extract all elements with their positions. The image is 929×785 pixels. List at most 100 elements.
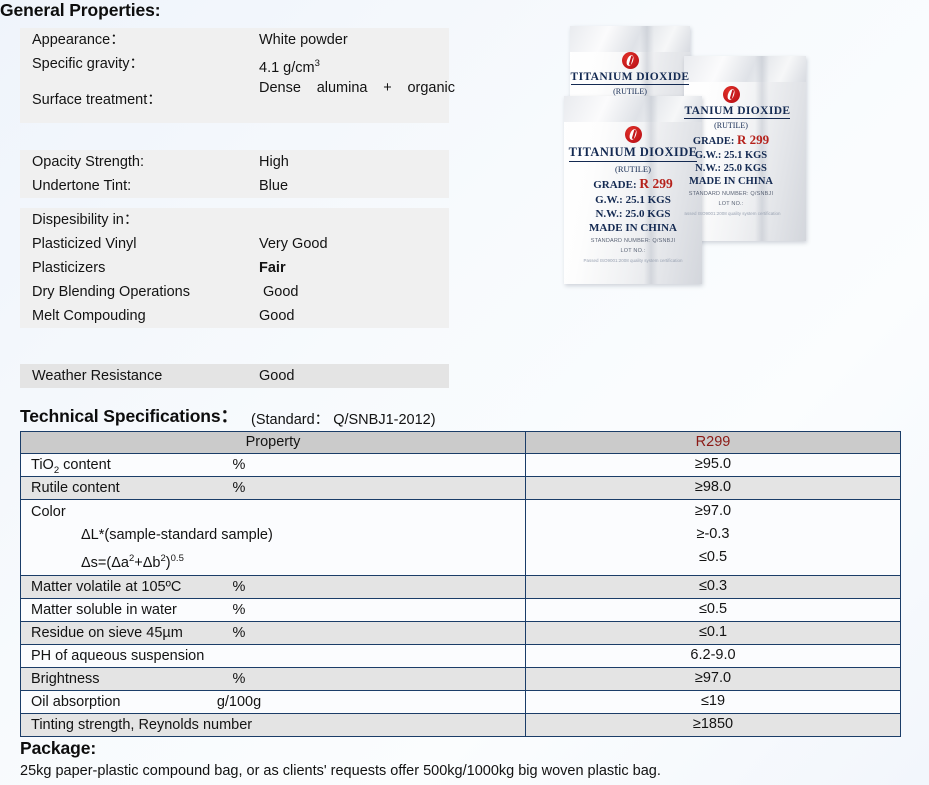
property-value-exponent: 3	[314, 58, 320, 69]
package-text: 25kg paper-plastic compound bag, or as c…	[20, 763, 661, 779]
tech-spec-table: Property R299 TiO2 content % ≥95.0 Rutil…	[20, 431, 901, 737]
bag-origin: MADE IN CHINA	[689, 176, 773, 187]
bag-standard-number: STANDARD NUMBER: Q/SNBJI	[590, 238, 676, 244]
bag-subtitle: (RUTILE)	[714, 121, 748, 130]
spec-property-name: Tinting strength, Reynolds number	[31, 716, 253, 733]
spec-value-cell: ≤19	[525, 689, 901, 714]
property-value: Blue	[259, 178, 289, 194]
property-value: Good	[259, 308, 295, 324]
spec-property-name: Brightness	[31, 670, 100, 687]
spec-value-cell: ≥98.0	[525, 476, 901, 500]
spec-property-name: Matter soluble in water	[31, 601, 177, 618]
table-header-row: Property R299	[20, 431, 901, 454]
spec-value-cell: ≥95.0	[525, 453, 901, 477]
value-word: alumina	[316, 80, 368, 96]
spec-property-cell: PH of aqueous suspension	[20, 643, 526, 668]
table-row: Residue on sieve 45µm % ≤0.1	[20, 620, 901, 645]
product-photo: TITANIUM DIOXIDE (RUTILE) TITANIUM DIOXI…	[556, 8, 814, 284]
spec-property-cell: Oil absorption g/100g	[20, 689, 526, 714]
property-value: Good	[263, 284, 299, 300]
property-value: Good	[259, 368, 295, 384]
bag-label: TITANIUM DIOXIDE (RUTILE) GRADE: R 299 G…	[564, 126, 702, 263]
spec-value-cell: 6.2-9.0	[525, 643, 901, 668]
spec-property-cell: Color ΔL*(sample-standard sample) Δs=(Δa…	[20, 499, 526, 576]
table-row: Brightness % ≥97.0	[20, 666, 901, 691]
property-value: Fair	[259, 260, 286, 276]
table-row: Color ΔL*(sample-standard sample) Δs=(Δa…	[20, 499, 901, 576]
column-header-r299: R299	[525, 431, 901, 454]
property-label: Specific gravity：	[32, 56, 145, 72]
table-row: Tinting strength, Reynolds number ≥1850	[20, 712, 901, 737]
spec-property-cell: Matter volatile at 105ºC %	[20, 574, 526, 599]
property-value: High	[259, 154, 289, 170]
spec-property-name: TiO2 content	[31, 457, 111, 476]
spec-value-cell: ≤0.1	[525, 620, 901, 645]
spec-property-unit: %	[232, 601, 246, 618]
property-row: Plasticized Vinyl Very Good	[20, 232, 449, 256]
table-row: TiO2 content % ≥95.0	[20, 453, 901, 477]
brand-logo-icon	[624, 126, 642, 143]
bag-label: TITANIUM DIOXIDE (RUTILE)	[570, 52, 690, 96]
property-label: Appearance：	[32, 32, 125, 48]
spec-property-cell: Tinting strength, Reynolds number	[20, 712, 526, 737]
bag-subtitle: (RUTILE)	[615, 164, 651, 174]
spec-property-name: Residue on sieve 45µm	[31, 624, 183, 641]
spec-property-name: PH of aqueous suspension	[31, 647, 205, 664]
bag-lot-number: LOT NO.:	[620, 248, 646, 254]
bag-net-weight: N.W.: 25.0 KGS	[595, 208, 671, 220]
property-row: Melt Compouding Good	[20, 304, 449, 328]
property-label: Plasticized Vinyl	[32, 236, 137, 252]
product-bag-back-right: TITANIUM DIOXIDE (RUTILE) GRADE: R 299 G…	[684, 56, 806, 241]
general-properties-group-3: Dispesibility in： Plasticized Vinyl Very…	[20, 208, 449, 328]
table-row: PH of aqueous suspension 6.2-9.0	[20, 643, 901, 668]
property-label: Opacity Strength:	[32, 154, 145, 170]
brand-logo-icon	[722, 86, 740, 103]
product-bag-front: TITANIUM DIOXIDE (RUTILE) GRADE: R 299 G…	[564, 96, 702, 284]
table-row: Rutile content % ≥98.0	[20, 476, 901, 500]
value-word: +	[383, 80, 392, 96]
property-row: Opacity Strength: High	[20, 150, 449, 174]
general-properties-group-1: Appearance： White powder Specific gravit…	[20, 28, 455, 123]
property-row: Plasticizers Fair	[20, 256, 449, 280]
spec-property-cell: Rutile content %	[20, 476, 526, 500]
spec-subline-2: Δs=(Δa2+Δb2)0.5	[81, 553, 184, 571]
bag-grade-value: R 299	[736, 132, 770, 147]
bag-title: TITANIUM DIOXIDE	[570, 71, 690, 85]
spec-property-name: Matter volatile at 105ºC	[31, 578, 182, 595]
general-properties-group-2: Opacity Strength: High Undertone Tint: B…	[20, 150, 449, 198]
spec-subline-1: ΔL*(sample-standard sample)	[81, 527, 273, 543]
bag-grade-line: GRADE: R 299	[684, 132, 806, 148]
spec-value-line: ≥97.0	[694, 503, 732, 519]
bag-title: TITANIUM DIOXIDE	[568, 145, 698, 162]
spec-property-name: Color	[31, 504, 66, 520]
value-word: organic	[407, 80, 456, 96]
spec-property-unit: %	[232, 578, 246, 595]
bag-label: TITANIUM DIOXIDE (RUTILE) GRADE: R 299 G…	[684, 86, 806, 216]
spec-value-cell: ≤0.3	[525, 574, 901, 599]
table-row: Oil absorption g/100g ≤19	[20, 689, 901, 714]
table-row: Matter soluble in water % ≤0.5	[20, 597, 901, 622]
value-word: Dense	[259, 80, 301, 96]
property-label: Melt Compouding	[32, 308, 146, 324]
property-value-text: 4.1 g/cm	[259, 59, 315, 76]
spec-property-name: Oil absorption	[31, 693, 121, 710]
spec-property-cell: Residue on sieve 45µm %	[20, 620, 526, 645]
bag-grade-label: GRADE:	[593, 179, 637, 191]
property-label: Plasticizers	[32, 260, 106, 276]
spec-property-unit: %	[232, 457, 246, 473]
page-title: General Properties:	[0, 0, 161, 20]
bag-net-weight: N.W.: 25.0 KGS	[695, 163, 767, 174]
spec-value-line: ≤0.5	[698, 549, 728, 565]
spec-value-line: ≥-0.3	[696, 526, 730, 542]
property-row: Dry Blending Operations Good	[20, 280, 449, 304]
property-row: Dispesibility in：	[20, 208, 449, 232]
brand-logo-icon	[621, 52, 639, 69]
spec-property-unit: g/100g	[216, 693, 262, 710]
package-heading: Package:	[20, 738, 97, 758]
spec-value-cell: ≤0.5	[525, 597, 901, 622]
property-row: Undertone Tint: Blue	[20, 174, 449, 198]
table-row: Matter volatile at 105ºC % ≤0.3	[20, 574, 901, 599]
property-row: Specific gravity： 4.1 g/cm3	[20, 52, 449, 76]
spec-value-cell: ≥97.0	[525, 666, 901, 691]
